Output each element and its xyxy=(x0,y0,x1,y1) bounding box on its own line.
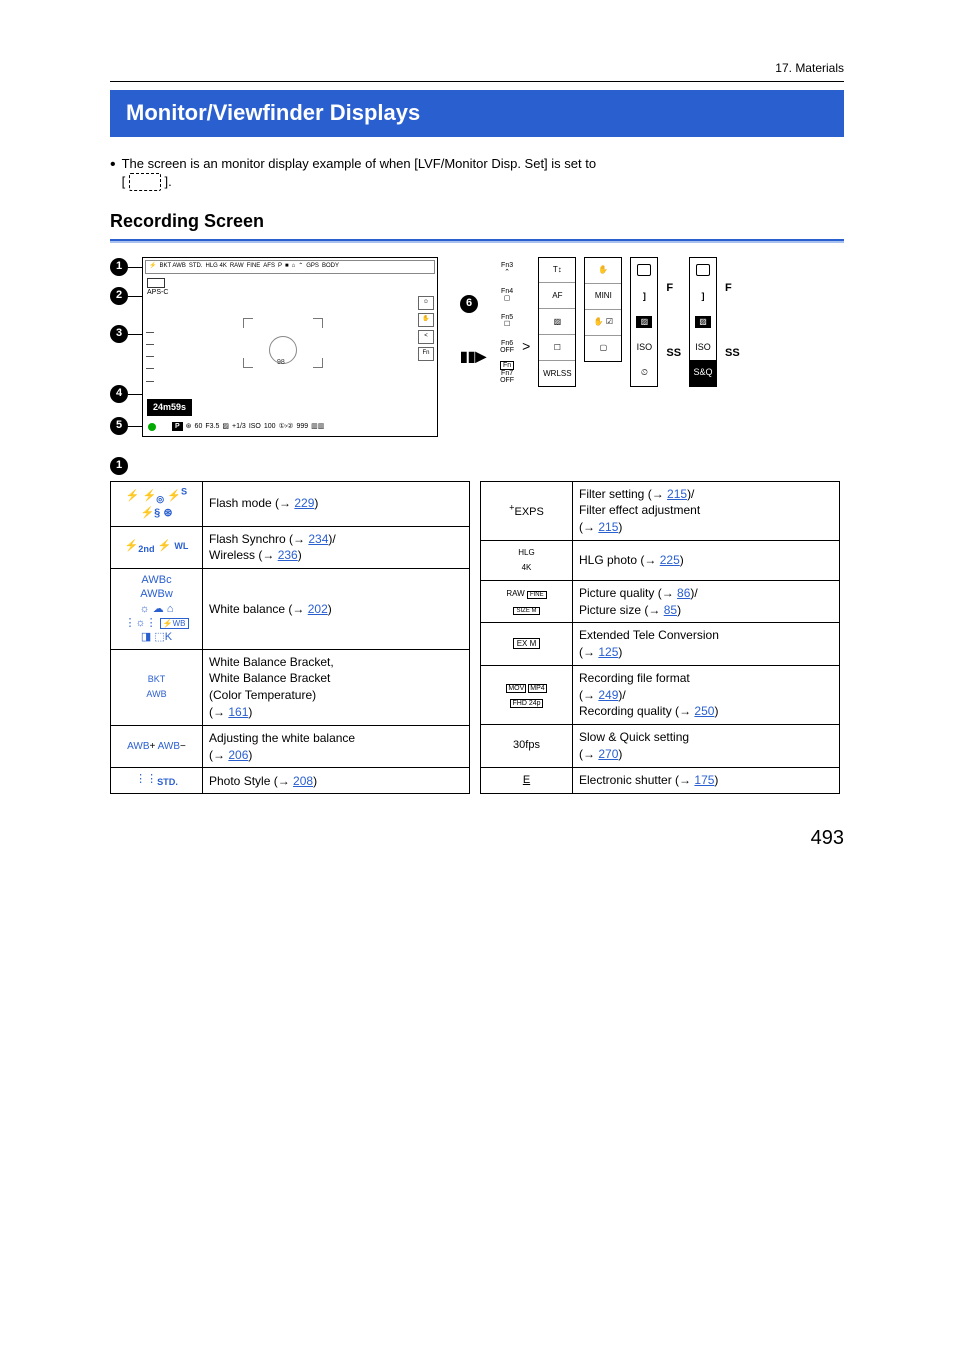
ev-box-icon: ▨ xyxy=(695,316,711,328)
reference-tables: ⚡ ⚡◎ ⚡S⚡§ ⊛Flash mode (→ 229)⚡2nd ⚡ WLFl… xyxy=(110,481,844,795)
page-link[interactable]: 270 xyxy=(598,747,618,761)
callout-line xyxy=(128,267,142,268)
card-icon xyxy=(637,264,651,276)
icon-cell: ⚡ ⚡◎ ⚡S⚡§ ⊛ xyxy=(111,481,203,526)
bullet-icon: • xyxy=(110,157,116,173)
icon-cell: MOV MP4FHD 24p xyxy=(481,665,573,724)
intro-text: The screen is an monitor display example… xyxy=(122,155,596,192)
page-link[interactable]: 85 xyxy=(664,603,677,617)
page-link[interactable]: 234 xyxy=(308,532,328,546)
page-link[interactable]: 215 xyxy=(598,520,618,534)
icon-cell: +EXPS xyxy=(481,481,573,540)
page-link[interactable]: 202 xyxy=(308,602,328,616)
top-status-strip: ⚡ BKT AWB STD. HLG 4K RAW FINE AFS P ■ ⌂… xyxy=(145,260,435,274)
af-count: 98 xyxy=(277,358,285,368)
callout-5: 5 xyxy=(110,417,128,435)
display-mode-icon xyxy=(129,173,161,191)
recording-time: 24m59s xyxy=(147,399,192,416)
aspect-indicator: APS-C xyxy=(147,278,168,298)
icon-cell: EX M xyxy=(481,623,573,666)
callout-line xyxy=(128,426,142,427)
callout-2: 2 xyxy=(110,287,128,305)
ev-box-icon: ▨ xyxy=(636,316,652,328)
description-cell: Picture quality (→ 86)/Picture size (→ 8… xyxy=(573,580,840,623)
page-title: Monitor/Viewfinder Displays xyxy=(110,90,844,137)
icon-cell: 30fps xyxy=(481,725,573,768)
icon-cell: BKTAWB xyxy=(111,649,203,725)
page-link[interactable]: 229 xyxy=(294,496,314,510)
recording-screen-diagram: 1 2 3 4 5 ⚡ BKT AWB STD. HLG 4K RAW FINE… xyxy=(110,257,844,437)
description-cell: HLG photo (→ 225) xyxy=(573,540,840,580)
description-cell: Electronic shutter (→ 175) xyxy=(573,767,840,793)
intro-paragraph: • The screen is an monitor display examp… xyxy=(110,155,844,192)
icon-cell: ⚡2nd ⚡ WL xyxy=(111,526,203,569)
page-link[interactable]: 86 xyxy=(677,586,690,600)
panel-column-2: ✋ MINI ✋ ☑ ▢ xyxy=(584,257,622,362)
description-cell: Flash Synchro (→ 234)/Wireless (→ 236) xyxy=(203,526,470,569)
page-link[interactable]: 125 xyxy=(598,645,618,659)
page-link[interactable]: 175 xyxy=(694,773,714,787)
section-1-marker: 1 xyxy=(110,457,128,475)
icon-cell: HLG4K xyxy=(481,540,573,580)
description-cell: Extended Tele Conversion(→ 125) xyxy=(573,623,840,666)
record-indicator-icon xyxy=(148,423,156,431)
panel-column-1: T↕ AF ▨ ☐ WRLSS xyxy=(538,257,576,387)
section-rule xyxy=(110,239,844,243)
callout-line xyxy=(128,296,142,297)
right-button-strip: ☺ ✋ < Fn xyxy=(418,296,434,361)
bottom-status-strip: P ⊛ 60 F3.5 ▨+1/3 ISO100 ①›② 999 ▥▥ xyxy=(145,420,435,434)
arrow-icon: ▮▮▶ xyxy=(460,347,486,367)
fn-panel-diagram: Fn3⌃ Fn4▢ Fn5☐ Fn6OFF FnFn7OFF > T↕ AF ▨… xyxy=(500,257,740,437)
callout-6: 6 xyxy=(460,295,478,313)
page-link[interactable]: 236 xyxy=(278,548,298,562)
reference-table-left: ⚡ ⚡◎ ⚡S⚡§ ⊛Flash mode (→ 229)⚡2nd ⚡ WLFl… xyxy=(110,481,470,795)
divider xyxy=(110,81,844,82)
icon-cell: ⋮⋮STD. xyxy=(111,768,203,794)
page-link[interactable]: 161 xyxy=(228,705,248,719)
page-link[interactable]: 250 xyxy=(694,704,714,718)
page-link[interactable]: 215 xyxy=(667,487,687,501)
labels-column: F SS xyxy=(666,257,681,387)
icon-cell: AWBcAWBw☼ ☁ ⌂⋮☼⋮ ⚡WB◨ ⬚K xyxy=(111,569,203,649)
panel-narrow-left: ] ▨ ISO ⏲ xyxy=(630,257,658,387)
lcd-screen-mockup: ⚡ BKT AWB STD. HLG 4K RAW FINE AFS P ■ ⌂… xyxy=(142,257,438,437)
callout-line xyxy=(128,394,142,395)
callout-line xyxy=(128,334,142,335)
callout-4: 4 xyxy=(110,385,128,403)
description-cell: Recording file format(→ 249)/Recording q… xyxy=(573,665,840,724)
page-link[interactable]: 206 xyxy=(228,748,248,762)
page-link[interactable]: 208 xyxy=(293,774,313,788)
fn-labels-column: Fn3⌃ Fn4▢ Fn5☐ Fn6OFF FnFn7OFF xyxy=(500,257,514,437)
greater-than-icon: > xyxy=(522,257,530,437)
callout-1: 1 xyxy=(110,258,128,276)
level-gauge xyxy=(146,332,154,382)
section-heading: Recording Screen xyxy=(110,209,844,234)
description-cell: Adjusting the white balance(→ 206) xyxy=(203,725,470,768)
icon-cell: E xyxy=(481,767,573,793)
chapter-label: 17. Materials xyxy=(110,60,844,77)
description-cell: White balance (→ 202) xyxy=(203,569,470,649)
page-link[interactable]: 249 xyxy=(598,688,618,702)
page-link[interactable]: 225 xyxy=(660,553,680,567)
icon-cell: AWB+ AWB− xyxy=(111,725,203,768)
description-cell: Slow & Quick setting(→ 270) xyxy=(573,725,840,768)
labels-column-2: F SS xyxy=(725,257,740,387)
description-cell: Photo Style (→ 208) xyxy=(203,768,470,794)
page-number: 493 xyxy=(110,824,844,852)
description-cell: Flash mode (→ 229) xyxy=(203,481,470,526)
callout-3: 3 xyxy=(110,325,128,343)
icon-cell: RAW FINESIZE M xyxy=(481,580,573,623)
card-icon xyxy=(696,264,710,276)
description-cell: Filter setting (→ 215)/Filter effect adj… xyxy=(573,481,840,540)
reference-table-right: +EXPSFilter setting (→ 215)/Filter effec… xyxy=(480,481,840,794)
panel-narrow-right: ] ▨ ISO S&Q xyxy=(689,257,717,387)
description-cell: White Balance Bracket,White Balance Brac… xyxy=(203,649,470,725)
